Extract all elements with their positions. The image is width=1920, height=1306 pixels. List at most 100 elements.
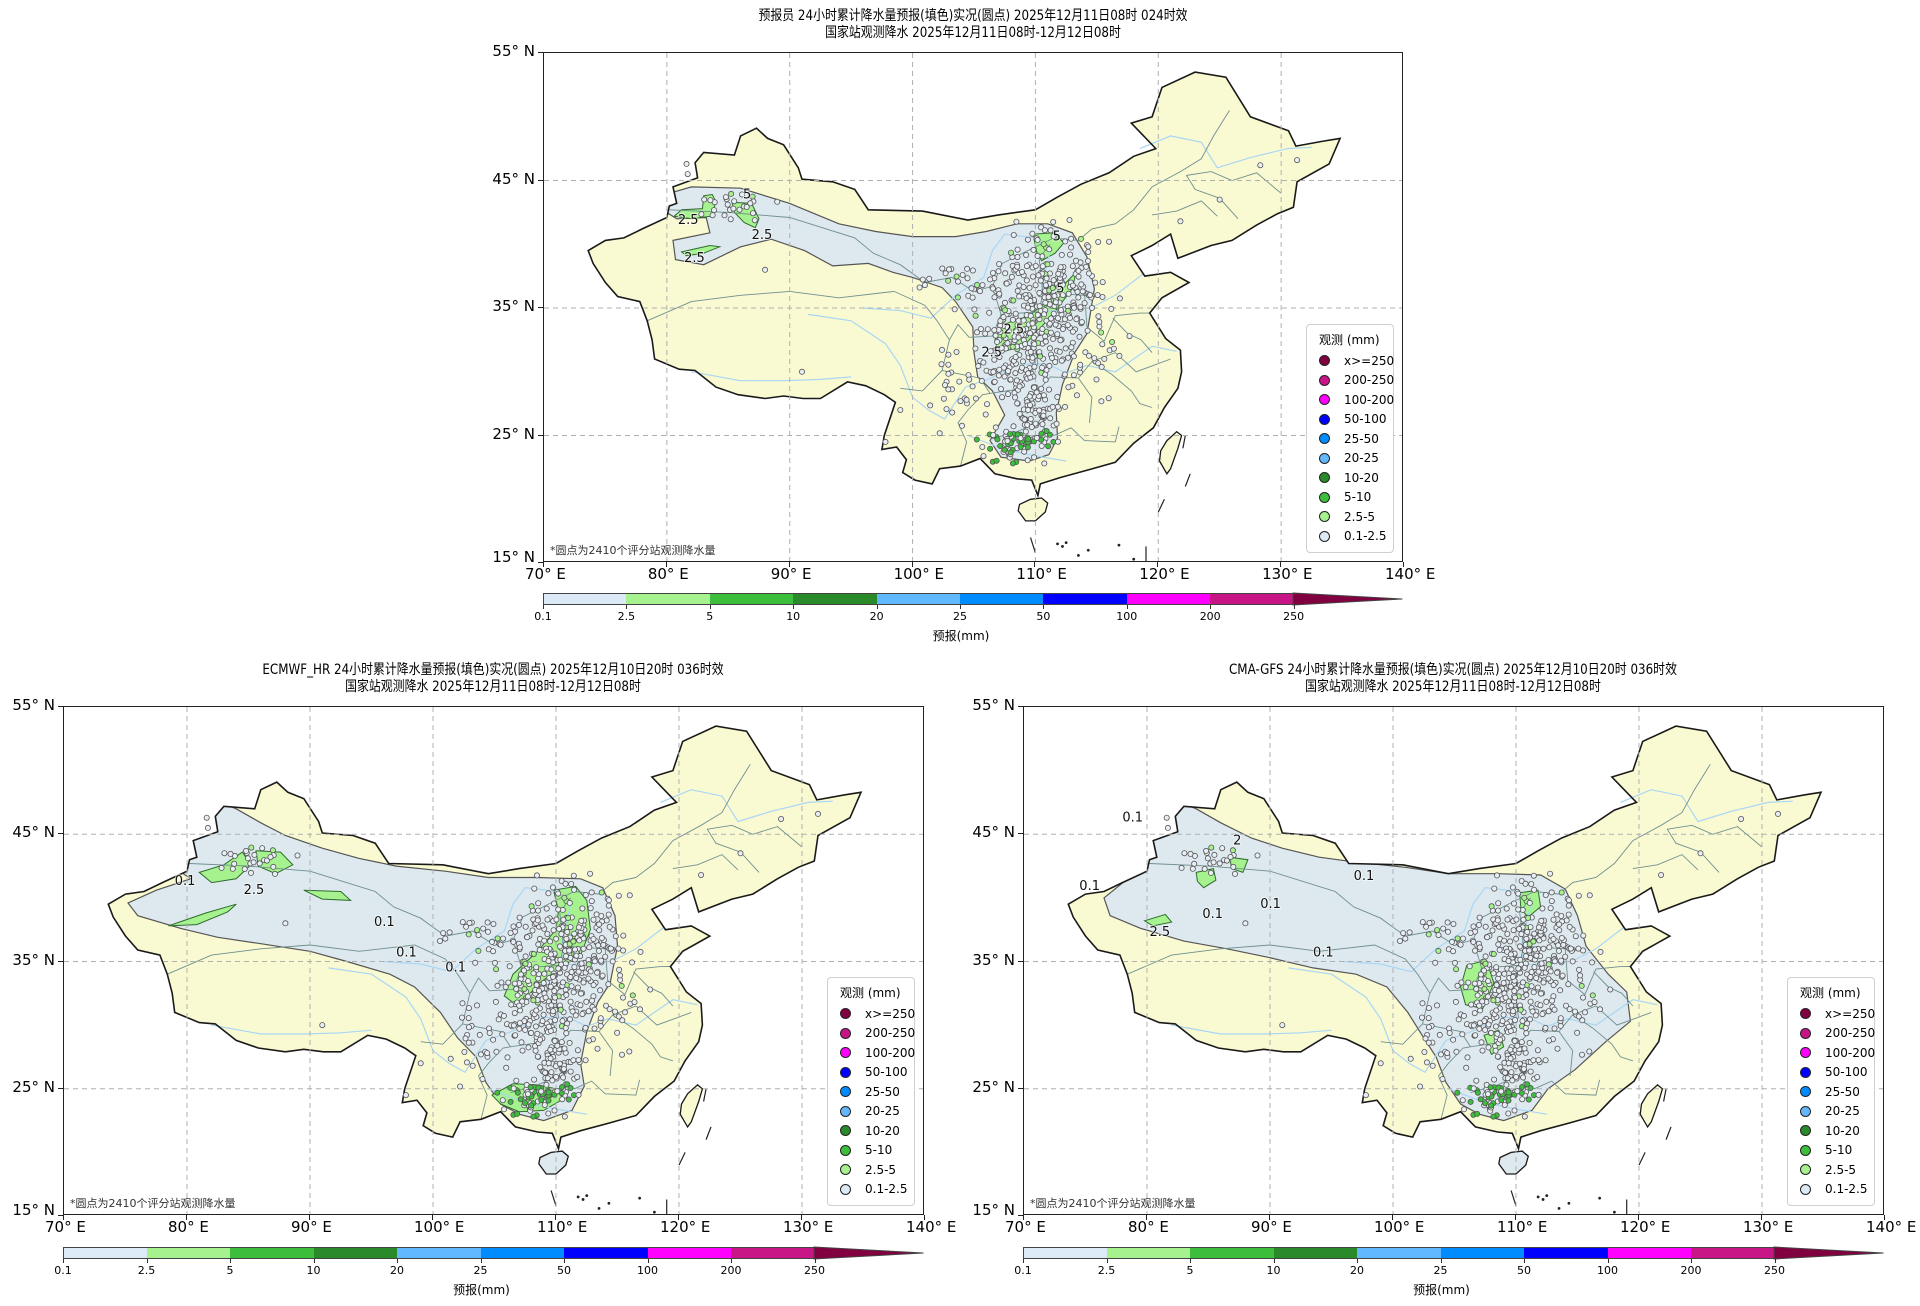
province-boundary [633, 971, 674, 1007]
station-marker [1511, 1037, 1518, 1044]
station-marker [1503, 1081, 1510, 1088]
legend-label: 10-20 [865, 1123, 900, 1138]
station-marker [1029, 273, 1036, 280]
station-marker [1059, 325, 1066, 332]
legend-swatch-icon [1319, 413, 1330, 425]
lon-tick-label: 120° E [1139, 565, 1190, 583]
station-marker [1062, 345, 1069, 352]
lon-tick-label: 120° E [660, 1218, 711, 1236]
station-marker [1547, 905, 1554, 912]
station-marker [1569, 958, 1576, 965]
station-marker [1099, 279, 1106, 286]
station-marker [1055, 270, 1062, 277]
station-marker [598, 889, 605, 896]
station-marker [1279, 1022, 1286, 1029]
station-marker [603, 917, 610, 924]
station-marker [500, 1012, 507, 1019]
station-marker [982, 330, 989, 337]
station-marker [1582, 1009, 1589, 1016]
station-marker [570, 872, 577, 879]
map-plot-area[interactable]: 0.1 0.1 0.1 2.5 0.1 0.1 0.1 2 *圆点为2410个评分站观测降水量 观… [1023, 706, 1884, 1215]
observation-legend: 观测 (mm) x>=250 200-250 100-200 50-100 25-50 20… [1787, 977, 1875, 1206]
legend-item: 100-200 [1796, 1043, 1875, 1063]
contour-label: 5 [743, 187, 751, 202]
legend-item: 5-10 [836, 1141, 906, 1161]
station-marker [1015, 334, 1022, 341]
station-marker [966, 376, 973, 383]
station-marker [1040, 412, 1047, 419]
station-marker [1005, 368, 1012, 375]
station-marker [969, 267, 976, 274]
station-marker [535, 907, 542, 914]
station-marker [1557, 1015, 1564, 1022]
station-marker [1577, 972, 1584, 979]
station-marker [975, 362, 982, 369]
station-marker [1033, 434, 1040, 441]
station-marker [1528, 983, 1535, 990]
station-marker [575, 924, 582, 931]
station-marker [1521, 894, 1528, 901]
station-marker [1095, 360, 1102, 367]
station-marker [488, 938, 495, 945]
station-marker [1034, 236, 1041, 243]
colorbar-frame [1023, 1247, 1775, 1259]
legend-label: 0.1-2.5 [1825, 1182, 1868, 1197]
legend-swatch-icon [1319, 433, 1330, 445]
station-marker [465, 931, 472, 938]
lon-tick-mark [801, 1215, 802, 1220]
station-marker [991, 356, 998, 363]
map-plot-area[interactable]: 0.1 2.5 0.1 0.1 0.1 *圆点为2410个评分站观测降水量 观测 (mm) x… [63, 706, 924, 1215]
station-marker [243, 847, 250, 854]
station-marker [1116, 295, 1123, 302]
map-plot-area[interactable]: 2.5 5 2.5 2.5 5 2.5 5 2.5 *圆点为2410个评分站观测降水量 观测 (m… [543, 52, 1403, 562]
station-marker [1189, 865, 1196, 872]
station-marker [1448, 938, 1455, 945]
station-marker [1042, 338, 1049, 345]
station-marker [1065, 290, 1072, 297]
station-marker [747, 200, 754, 207]
station-marker [573, 975, 580, 982]
station-marker [1058, 251, 1065, 258]
station-note: *圆点为2410个评分站观测降水量 [1030, 1197, 1196, 1210]
river-line [1139, 135, 1312, 169]
province-boundary [949, 286, 1002, 341]
station-marker [538, 1097, 545, 1104]
station-marker [1052, 358, 1059, 365]
nine-dash-line [1029, 537, 1036, 553]
station-marker [574, 1074, 581, 1081]
station-marker [1493, 964, 1500, 971]
station-marker [1010, 231, 1017, 238]
station-marker [1014, 400, 1021, 407]
station-marker [562, 1024, 569, 1031]
station-marker [1033, 389, 1040, 396]
station-marker [504, 1054, 511, 1061]
province-boundary [1593, 971, 1634, 1007]
station-marker [1575, 892, 1582, 899]
island-dot [1557, 1206, 1561, 1210]
lon-tick-mark [924, 1215, 925, 1220]
station-marker [1067, 251, 1074, 258]
lon-tick-label: 100° E [1374, 1218, 1425, 1236]
station-marker [570, 989, 577, 996]
legend-swatch-icon [1800, 1183, 1811, 1195]
lon-tick-label: 140° E [1385, 565, 1436, 583]
lat-tick-mark [538, 52, 543, 53]
station-marker [730, 205, 737, 212]
station-marker [1550, 982, 1557, 989]
station-marker [1043, 427, 1050, 434]
station-marker [620, 932, 627, 939]
station-marker [1526, 899, 1533, 906]
colorbar-tick-label: 0.1 [1014, 1264, 1032, 1277]
station-marker [469, 1062, 476, 1069]
station-marker [1437, 1051, 1444, 1058]
station-marker [1523, 935, 1530, 942]
station-marker [522, 1026, 529, 1033]
station-marker [1474, 1089, 1481, 1096]
legend-item: 0.1-2.5 [1796, 1180, 1868, 1200]
station-marker [585, 961, 592, 968]
colorbar-tick-mark [626, 605, 628, 609]
station-marker [1065, 307, 1072, 314]
station-marker [1453, 966, 1460, 973]
station-marker [1099, 341, 1106, 348]
station-marker [1539, 1011, 1546, 1018]
